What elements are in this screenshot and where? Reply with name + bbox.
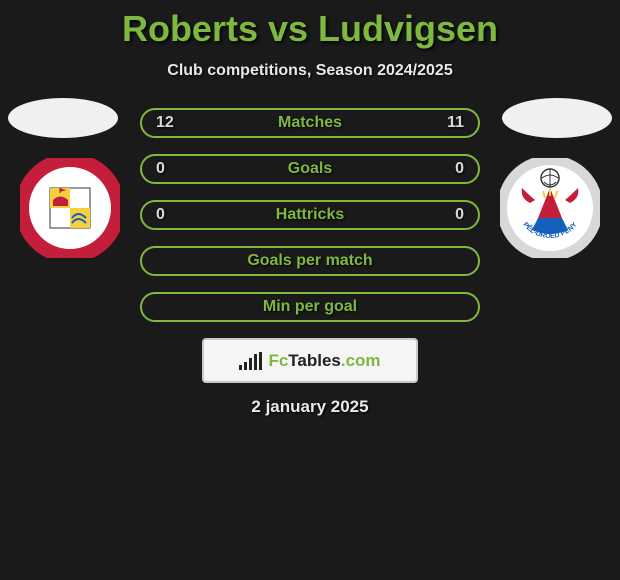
club-logo-right: PÊL-DROED PENY bbox=[500, 158, 600, 258]
stat-label: Goals per match bbox=[247, 252, 372, 270]
bars-icon bbox=[239, 352, 262, 370]
stat-left-value: 0 bbox=[156, 160, 186, 178]
stat-row-hattricks: 0 Hattricks 0 bbox=[140, 200, 480, 230]
stat-rows: 12 Matches 11 0 Goals 0 0 Hattricks 0 Go… bbox=[140, 108, 480, 322]
stat-right-value: 0 bbox=[434, 206, 464, 224]
nomads-crest-icon: The Nomads bbox=[20, 158, 120, 258]
comparison-card: Roberts vs Ludvigsen Club competitions, … bbox=[0, 0, 620, 580]
page-title: Roberts vs Ludvigsen bbox=[0, 8, 620, 50]
stat-label: Min per goal bbox=[263, 298, 357, 316]
player-avatar-left bbox=[8, 98, 118, 138]
stat-row-goals: 0 Goals 0 bbox=[140, 154, 480, 184]
penybont-crest-icon: PÊL-DROED PENY bbox=[500, 158, 600, 258]
stat-label: Matches bbox=[278, 114, 342, 132]
stat-right-value: 11 bbox=[434, 114, 464, 132]
stat-label: Hattricks bbox=[276, 206, 344, 224]
stat-left-value: 12 bbox=[156, 114, 186, 132]
brand-logo-box: FcTables.com bbox=[202, 338, 418, 383]
club-logo-left: The Nomads bbox=[20, 158, 120, 258]
stat-left-value: 0 bbox=[156, 206, 186, 224]
stat-row-goals-per-match: Goals per match bbox=[140, 246, 480, 276]
content-area: The Nomads bbox=[0, 108, 620, 417]
brand-text: FcTables.com bbox=[268, 351, 380, 371]
date-text: 2 january 2025 bbox=[0, 397, 620, 417]
stat-right-value: 0 bbox=[434, 160, 464, 178]
stat-row-matches: 12 Matches 11 bbox=[140, 108, 480, 138]
subtitle: Club competitions, Season 2024/2025 bbox=[0, 62, 620, 80]
stat-row-min-per-goal: Min per goal bbox=[140, 292, 480, 322]
player-avatar-right bbox=[502, 98, 612, 138]
stat-label: Goals bbox=[288, 160, 332, 178]
